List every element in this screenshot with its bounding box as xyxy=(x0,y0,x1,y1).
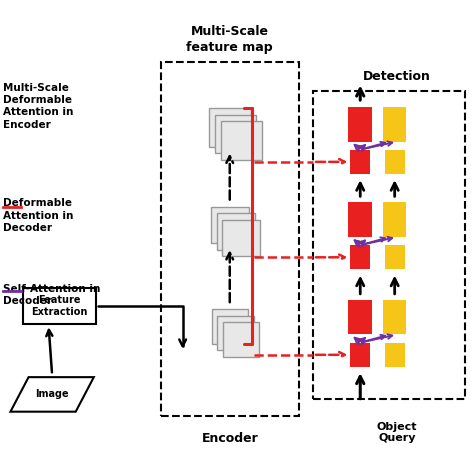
Text: Image: Image xyxy=(36,390,69,400)
Bar xyxy=(218,316,254,350)
Bar xyxy=(383,202,407,237)
Bar xyxy=(23,288,96,324)
Text: Multi-Scale
Deformable
Attention in
Encoder: Multi-Scale Deformable Attention in Enco… xyxy=(3,82,73,130)
Bar xyxy=(211,309,248,344)
Polygon shape xyxy=(10,377,94,412)
Bar xyxy=(385,343,405,367)
Bar xyxy=(348,107,372,142)
Bar xyxy=(348,202,372,237)
Bar xyxy=(217,213,255,250)
Bar xyxy=(383,107,407,142)
Bar xyxy=(350,343,370,367)
Text: Feature
Extraction: Feature Extraction xyxy=(31,295,88,317)
Bar xyxy=(220,121,262,160)
Bar xyxy=(350,150,370,174)
Bar xyxy=(313,91,465,400)
Text: Encoder: Encoder xyxy=(201,432,258,445)
Bar xyxy=(222,219,260,256)
Bar xyxy=(348,300,372,335)
Text: Detection: Detection xyxy=(363,70,431,82)
Bar xyxy=(350,245,370,270)
Text: Object
Query: Object Query xyxy=(377,422,417,444)
Bar xyxy=(223,322,259,356)
Bar xyxy=(383,300,407,335)
Text: Multi-Scale
feature map: Multi-Scale feature map xyxy=(186,25,273,54)
Bar xyxy=(209,108,251,146)
Text: Self-Attention in
Decoder: Self-Attention in Decoder xyxy=(3,284,100,306)
Bar xyxy=(161,62,299,416)
Bar xyxy=(385,150,405,174)
Bar xyxy=(215,115,256,153)
Bar xyxy=(385,245,405,270)
Text: Deformable
Attention in
Decoder: Deformable Attention in Decoder xyxy=(3,199,73,233)
Bar xyxy=(211,207,249,243)
